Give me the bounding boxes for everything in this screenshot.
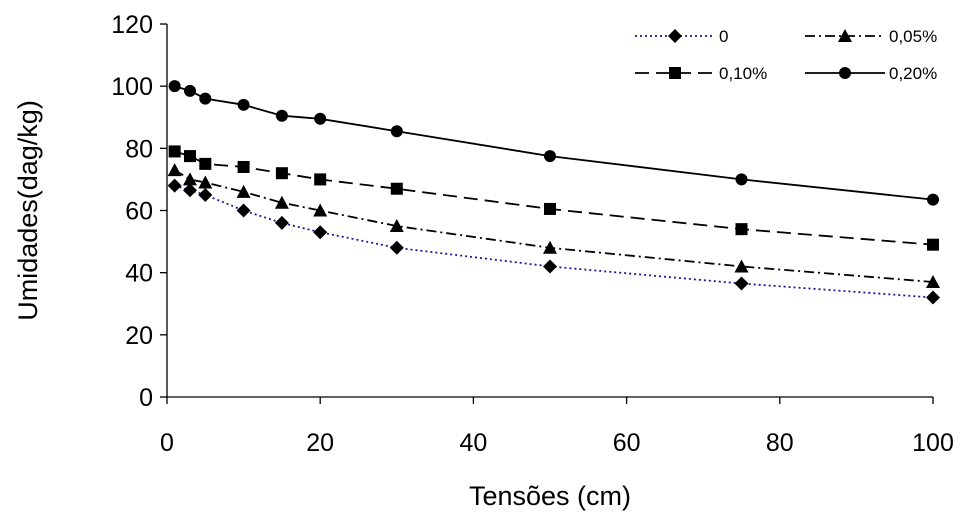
- data-point: [734, 276, 749, 291]
- legend-label: 0,05%: [889, 27, 937, 46]
- legend-marker: [839, 67, 851, 79]
- data-point: [237, 98, 250, 111]
- legend-entry: 0,05%: [805, 27, 937, 46]
- data-point: [183, 84, 196, 97]
- legend-entry: 0,20%: [805, 64, 937, 83]
- data-point: [168, 145, 181, 158]
- data-point: [735, 223, 748, 236]
- data-point: [168, 80, 181, 93]
- data-point: [182, 172, 197, 186]
- data-point: [926, 274, 940, 288]
- data-point: [389, 240, 404, 255]
- y-tick-label: 80: [125, 135, 153, 163]
- x-tick-label: 0: [160, 429, 174, 457]
- data-point: [543, 240, 557, 254]
- data-point: [167, 178, 182, 193]
- series-0: [167, 178, 940, 305]
- data-point: [390, 125, 403, 138]
- data-point: [167, 163, 182, 177]
- series-3: [168, 80, 939, 206]
- data-point: [544, 202, 556, 215]
- data-point: [926, 290, 940, 305]
- data-point: [390, 182, 403, 195]
- series-layer: [167, 80, 940, 305]
- data-point: [236, 184, 251, 198]
- data-point: [236, 203, 251, 218]
- series-1: [167, 163, 940, 288]
- legend-label: 0,10%: [719, 64, 767, 83]
- data-point: [314, 173, 327, 186]
- data-point: [199, 92, 212, 105]
- x-axis-title: Tensões (cm): [469, 481, 631, 511]
- data-point: [198, 187, 213, 202]
- data-point: [544, 150, 556, 163]
- data-point: [182, 183, 197, 198]
- data-point: [927, 193, 939, 206]
- data-point: [199, 157, 212, 170]
- data-point: [275, 109, 288, 122]
- series-line: [174, 85, 934, 201]
- x-tick-label: 40: [459, 429, 487, 457]
- legend-label: 0,20%: [889, 64, 937, 83]
- series-line: [174, 184, 934, 299]
- x-tick-label: 100: [912, 429, 954, 457]
- series-2: [168, 145, 939, 251]
- legend-label: 0: [719, 27, 728, 46]
- series-line: [174, 150, 934, 246]
- x-tick-label: 80: [766, 429, 794, 457]
- data-point: [313, 203, 328, 217]
- data-point: [274, 215, 289, 230]
- data-point: [275, 167, 288, 180]
- legend-entry: 0: [635, 27, 728, 46]
- data-point: [314, 112, 327, 125]
- data-point: [274, 195, 289, 209]
- x-tick-label: 60: [613, 429, 641, 457]
- data-point: [927, 238, 939, 251]
- x-tick-label: 20: [306, 429, 334, 457]
- y-axis-title: Umidades(dag/kg): [13, 100, 43, 321]
- legend-marker: [669, 67, 681, 79]
- data-point: [198, 175, 213, 189]
- y-tick-label: 20: [125, 322, 153, 350]
- data-point: [543, 259, 557, 274]
- legend-entry: 0,10%: [635, 64, 767, 83]
- data-point: [389, 219, 404, 233]
- data-point: [734, 259, 749, 273]
- data-point: [313, 225, 328, 240]
- series-line: [174, 169, 934, 283]
- legend-marker: [668, 29, 682, 43]
- data-point: [735, 173, 748, 186]
- y-tick-label: 40: [125, 260, 153, 288]
- data-point: [183, 150, 196, 163]
- y-tick-label: 60: [125, 198, 153, 226]
- data-point: [237, 160, 250, 173]
- y-tick-label: 100: [111, 73, 153, 101]
- legend-marker: [838, 29, 852, 42]
- y-tick-label: 120: [111, 11, 153, 39]
- legend: 0 0,05% 0,10% 0,20%: [635, 27, 937, 83]
- y-tick-label: 0: [139, 384, 153, 412]
- axes: 0 20 40 60 80 100 120 0 20 40 60 80 100: [111, 11, 954, 457]
